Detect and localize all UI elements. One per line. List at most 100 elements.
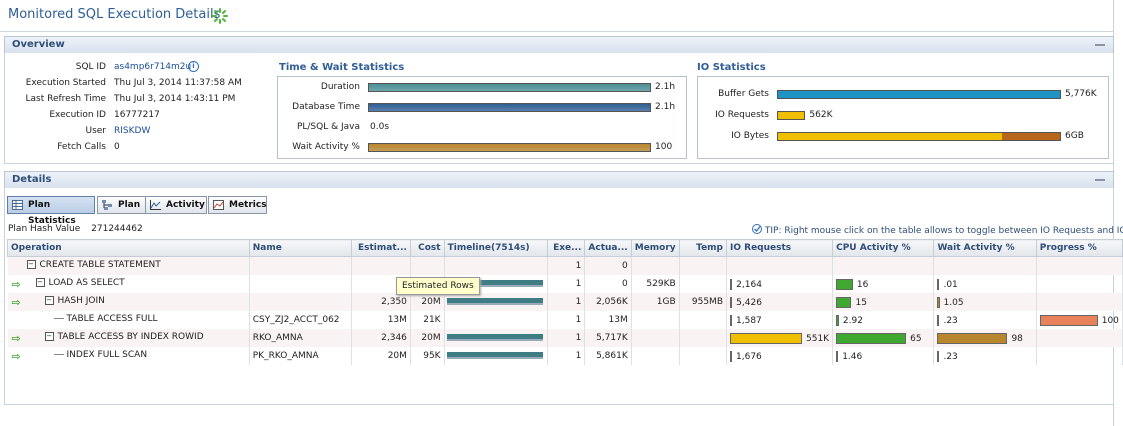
column-header[interactable]: Operation bbox=[7, 239, 250, 257]
temp-cell: 955MB bbox=[679, 293, 728, 311]
info-icon[interactable]: i bbox=[188, 61, 199, 72]
field-value: Thu Jul 3, 2014 1:43:11 PM bbox=[114, 94, 236, 104]
active-arrow-icon: ⇨ bbox=[11, 350, 21, 363]
memory-cell: 529KB bbox=[631, 275, 680, 293]
io-requests-value: 5,426 bbox=[736, 297, 762, 308]
cpu-activity-value: 15 bbox=[855, 297, 867, 308]
column-header[interactable]: Memory bbox=[630, 239, 680, 257]
memory-cell bbox=[631, 256, 680, 275]
overview-panel-header[interactable]: Overview bbox=[4, 36, 1114, 54]
operation-cell: ⇨ − TABLE ACCESS BY INDEX ROWID bbox=[7, 329, 250, 347]
table-row[interactable]: − CREATE TABLE STATEMENT 1 0 bbox=[7, 256, 1123, 275]
io-value: 6GB bbox=[1065, 131, 1084, 141]
details-panel-header[interactable]: Details bbox=[4, 171, 1114, 189]
tip-check-icon bbox=[752, 224, 762, 234]
operation-cell: ⇨ − LOAD AS SELECT bbox=[7, 275, 250, 293]
timeline-bar bbox=[446, 298, 543, 305]
io-requests-value: 1,587 bbox=[736, 315, 762, 326]
column-header[interactable]: Timeline(7514s) bbox=[443, 239, 548, 257]
tree-node: INDEX FULL SCAN bbox=[53, 350, 147, 360]
operation-name: HASH JOIN bbox=[57, 296, 105, 306]
actual-rows-cell: 13M bbox=[584, 311, 632, 329]
column-header[interactable]: Estimat... bbox=[351, 239, 411, 257]
field-label: Fetch Calls bbox=[57, 142, 106, 152]
io-label: IO Requests bbox=[715, 110, 769, 120]
estimated-rows-cell: 13M bbox=[351, 311, 411, 329]
object-name-cell bbox=[249, 275, 353, 293]
column-header[interactable]: Progress % bbox=[1035, 239, 1123, 257]
field-value: Thu Jul 3, 2014 11:37:58 AM bbox=[114, 78, 242, 88]
time-wait-value: 2.1h bbox=[655, 102, 676, 112]
operation-name: TABLE ACCESS BY INDEX ROWID bbox=[57, 332, 204, 342]
io-requests-bar bbox=[730, 350, 732, 362]
wait-activity-cell bbox=[933, 256, 1037, 275]
table-row[interactable]: ⇨ − HASH JOIN 2,350 20M 1 2,056K 1GB 955MB 5,426 1… bbox=[7, 293, 1123, 311]
io-statistics-box: Buffer Gets 5,776K IO Requests 562K IO Bytes… bbox=[697, 76, 1109, 159]
object-name-cell bbox=[249, 293, 353, 311]
wait-activity-cell: 98 bbox=[933, 329, 1037, 347]
cpu-activity-bar bbox=[836, 278, 853, 290]
column-header[interactable]: Cost bbox=[409, 239, 445, 257]
column-header[interactable]: Wait Activity % bbox=[933, 239, 1037, 257]
io-bytes-bar-segment bbox=[1002, 133, 1060, 140]
memory-cell bbox=[631, 329, 680, 347]
wait-activity-bar bbox=[937, 350, 940, 362]
timeline-cell bbox=[444, 347, 548, 365]
estimated-rows-tooltip: Estimated Rows bbox=[396, 277, 480, 295]
page-title: Monitored SQL Execution Details bbox=[8, 7, 221, 22]
tab-metrics[interactable]: Metrics bbox=[208, 196, 267, 214]
time-wait-bar bbox=[368, 143, 651, 152]
column-header[interactable]: CPU Activity % bbox=[832, 239, 935, 257]
table-header-row: Operation Name Estimat... Cost Timeline(7514… bbox=[7, 239, 1123, 257]
tab-plan[interactable]: Plan bbox=[97, 196, 149, 214]
field-label: User bbox=[85, 126, 106, 136]
progress-cell bbox=[1036, 256, 1123, 275]
wait-activity-value: 98 bbox=[1011, 333, 1023, 344]
progress-cell: 100 bbox=[1036, 311, 1123, 329]
collapse-node-icon[interactable]: − bbox=[44, 332, 54, 341]
column-header[interactable]: Actua... bbox=[584, 239, 632, 257]
wait-activity-value: .01 bbox=[943, 279, 958, 290]
cpu-activity-value: 1.46 bbox=[842, 351, 863, 362]
cpu-activity-value: 65 bbox=[910, 333, 922, 344]
collapse-node-icon[interactable]: − bbox=[35, 278, 45, 287]
tab-label: Activity bbox=[166, 200, 205, 210]
object-name-cell bbox=[249, 256, 353, 275]
active-arrow-icon: ⇨ bbox=[11, 296, 21, 309]
io-requests-bar bbox=[730, 314, 732, 326]
field-value[interactable]: RISKDW bbox=[114, 126, 151, 136]
cpu-activity-cell: 2.92 bbox=[832, 311, 935, 329]
timeline-bar bbox=[446, 280, 543, 287]
table-row[interactable]: ⇨ INDEX FULL SCAN PK_RKO_AMNA 20M 95K 1 5,861K… bbox=[7, 347, 1123, 365]
collapse-icon[interactable] bbox=[1095, 44, 1105, 46]
table-row[interactable]: ⇨ − LOAD AS SELECT 1 0 529KB 2,164 16 .01 bbox=[7, 275, 1123, 293]
cost-cell: 20M bbox=[410, 293, 445, 311]
collapse-icon[interactable] bbox=[1095, 179, 1105, 181]
column-header[interactable]: IO Requests bbox=[725, 239, 834, 257]
column-header[interactable]: Temp bbox=[678, 239, 728, 257]
column-header[interactable]: Name bbox=[248, 239, 353, 257]
cpu-activity-value: 16 bbox=[856, 279, 869, 290]
memory-cell bbox=[631, 311, 680, 329]
cpu-activity-value: 2.92 bbox=[842, 315, 863, 326]
io-requests-bar bbox=[730, 278, 733, 290]
cpu-activity-bar bbox=[836, 296, 852, 308]
cpu-activity-bar bbox=[836, 332, 907, 344]
table-row[interactable]: TABLE ACCESS FULL CSY_ZJ2_ACCT_062 13M 21K 1… bbox=[7, 311, 1123, 329]
tree-node: TABLE ACCESS FULL bbox=[53, 314, 158, 324]
collapse-node-icon[interactable]: − bbox=[44, 296, 54, 305]
tab-plan-statistics[interactable]: Plan Statistics bbox=[7, 196, 95, 226]
column-header[interactable]: Exe... bbox=[546, 239, 586, 257]
tab-activity[interactable]: Activity bbox=[145, 196, 207, 214]
io-statistics-title: IO Statistics bbox=[697, 62, 766, 73]
time-wait-bar bbox=[368, 103, 651, 112]
table-row[interactable]: ⇨ − TABLE ACCESS BY INDEX ROWID RKO_AMNA 2,3… bbox=[7, 329, 1123, 347]
title-divider bbox=[0, 31, 1115, 32]
grid-icon bbox=[12, 200, 23, 210]
progress-cell bbox=[1036, 293, 1123, 311]
actual-rows-cell: 5,861K bbox=[584, 347, 632, 365]
field-value[interactable]: as4mp6r714m2u bbox=[114, 62, 192, 72]
wait-activity-cell: .23 bbox=[933, 311, 1037, 329]
collapse-node-icon[interactable]: − bbox=[26, 260, 36, 269]
time-wait-label: Wait Activity % bbox=[292, 142, 360, 152]
